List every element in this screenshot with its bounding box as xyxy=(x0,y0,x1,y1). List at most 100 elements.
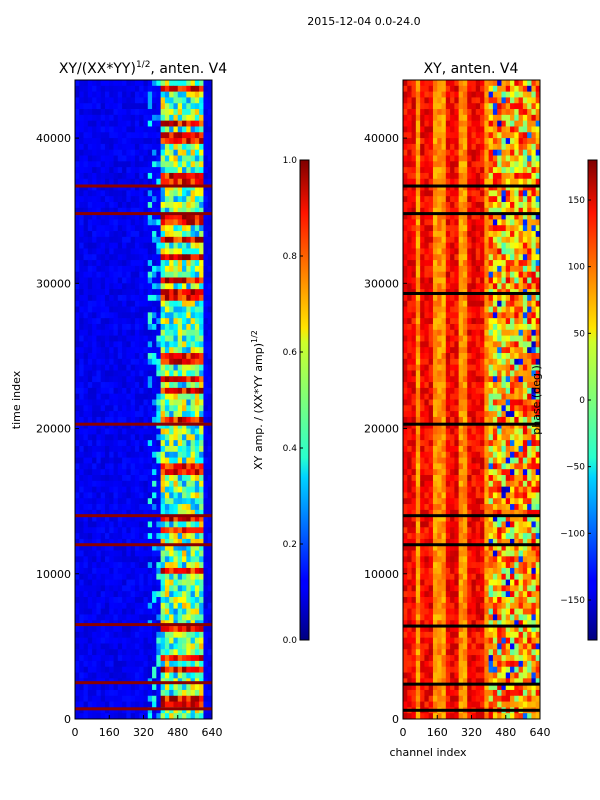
heatmap-cell xyxy=(100,440,106,447)
heatmap-cell xyxy=(471,260,477,267)
heatmap-cell xyxy=(199,167,204,174)
heatmap-cell xyxy=(92,149,97,156)
heatmap-cell xyxy=(92,486,97,493)
heatmap-cell xyxy=(100,428,106,435)
heatmap-cell xyxy=(497,236,502,244)
heatmap-cell xyxy=(177,666,183,673)
heatmap-cell xyxy=(407,91,412,98)
heatmap-cell xyxy=(407,80,412,87)
heatmap-cell xyxy=(471,85,477,93)
heatmap-cell xyxy=(143,498,149,505)
heatmap-cell xyxy=(194,91,200,98)
heatmap-cell xyxy=(492,306,498,313)
heatmap-cell xyxy=(109,155,114,162)
heatmap-cell xyxy=(207,126,213,133)
heatmap-cell xyxy=(450,184,455,191)
heatmap-cell xyxy=(518,231,524,238)
heatmap-cell xyxy=(109,562,114,569)
heatmap-cell xyxy=(79,323,84,331)
heatmap-cell xyxy=(160,318,166,325)
heatmap-cell xyxy=(147,597,153,604)
heatmap-cell xyxy=(92,695,97,702)
heatmap-cell xyxy=(122,533,127,540)
heatmap-cell xyxy=(79,533,84,540)
heatmap-cell xyxy=(79,382,84,389)
heatmap-cell xyxy=(130,655,136,662)
heatmap-cell xyxy=(104,318,110,325)
heatmap-cell xyxy=(75,434,80,441)
heatmap-cell xyxy=(411,155,417,162)
heatmap-cell xyxy=(130,126,136,133)
heatmap-cell xyxy=(403,97,408,104)
heatmap-cell xyxy=(182,184,187,191)
heatmap-cell xyxy=(75,387,80,395)
heatmap-cell xyxy=(109,126,114,133)
heatmap-cell xyxy=(75,631,80,639)
heatmap-cell xyxy=(75,451,80,458)
heatmap-cell xyxy=(522,260,528,267)
heatmap-cell xyxy=(134,335,140,342)
heatmap-cell xyxy=(96,201,102,209)
heatmap-cell xyxy=(458,277,464,284)
heatmap-cell xyxy=(173,411,179,418)
heatmap-cell xyxy=(501,161,507,168)
heatmap-cell xyxy=(518,265,524,273)
heatmap-cell xyxy=(147,294,153,302)
heatmap-cell xyxy=(126,660,132,668)
heatmap-cell xyxy=(199,201,204,209)
heatmap-cell xyxy=(139,283,144,290)
heatmap-cell xyxy=(113,225,119,232)
heatmap-cell xyxy=(437,323,442,331)
heatmap-cell xyxy=(75,277,80,284)
heatmap-cell xyxy=(177,655,183,662)
heatmap-cell xyxy=(207,97,213,104)
heatmap-cell xyxy=(126,416,132,424)
heatmap-cell xyxy=(96,591,102,598)
heatmap-cell xyxy=(186,643,191,650)
heatmap-cell xyxy=(462,167,468,174)
heatmap-cell xyxy=(207,347,213,354)
heatmap-cell xyxy=(156,463,162,470)
heatmap-cell xyxy=(143,637,149,644)
left-x-ticks: 0 160 320 480 640 xyxy=(72,715,223,739)
heatmap-cell xyxy=(143,97,149,104)
heatmap-cell xyxy=(164,254,170,261)
heatmap-cell xyxy=(462,172,468,180)
heatmap-cell xyxy=(194,463,200,470)
heatmap-cell xyxy=(424,161,430,168)
heatmap-cell xyxy=(437,329,442,336)
heatmap-cell xyxy=(441,126,447,133)
heatmap-cell xyxy=(139,294,144,302)
y-tick-label: 20000 xyxy=(36,423,71,436)
heatmap-cell xyxy=(134,219,140,226)
heatmap-cell xyxy=(134,655,140,662)
heatmap-cell xyxy=(113,498,119,505)
heatmap-cell xyxy=(169,364,174,371)
heatmap-cell xyxy=(492,329,498,336)
heatmap-cell xyxy=(177,509,183,517)
heatmap-cell xyxy=(126,358,132,366)
heatmap-cell xyxy=(75,684,80,691)
heatmap-cell xyxy=(164,382,170,389)
heatmap-cell xyxy=(164,91,170,98)
heatmap-cell xyxy=(75,318,80,325)
heatmap-cell xyxy=(75,109,80,116)
heatmap-cell xyxy=(83,353,89,360)
heatmap-cell xyxy=(79,149,84,156)
heatmap-cell xyxy=(92,713,97,720)
heatmap-cell xyxy=(92,643,97,650)
heatmap-cell xyxy=(79,399,84,406)
heatmap-cell xyxy=(182,236,187,244)
heatmap-cell xyxy=(100,172,106,180)
heatmap-cell xyxy=(134,231,140,238)
heatmap-cell xyxy=(130,120,136,127)
heatmap-cell xyxy=(403,190,408,197)
heatmap-cell xyxy=(182,637,187,644)
heatmap-cell xyxy=(177,626,183,633)
heatmap-cell xyxy=(104,184,110,191)
heatmap-cell xyxy=(147,97,153,104)
heatmap-cell xyxy=(164,498,170,505)
heatmap-cell xyxy=(117,138,123,145)
heatmap-cell xyxy=(160,213,166,220)
heatmap-cell xyxy=(117,382,123,389)
